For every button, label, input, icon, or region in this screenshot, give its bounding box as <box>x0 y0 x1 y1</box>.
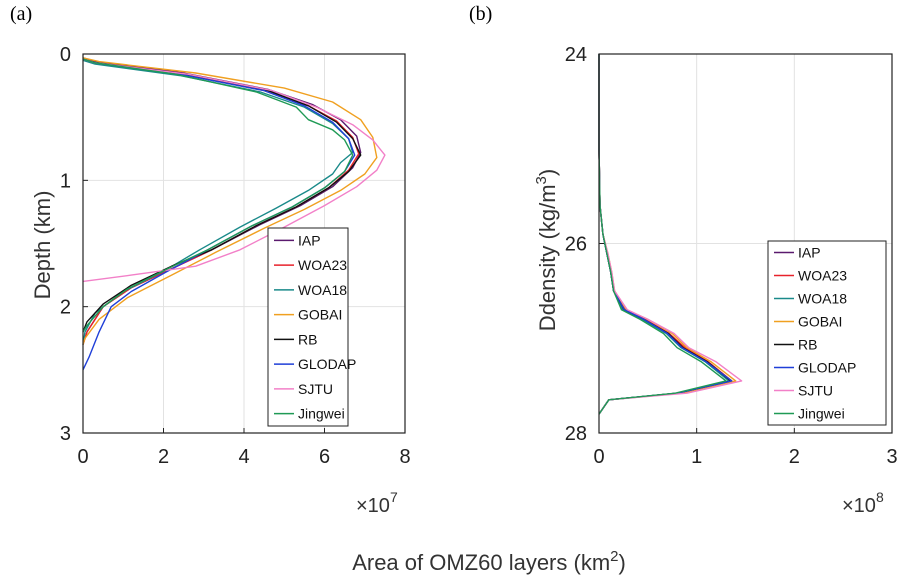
panel-a-label: (a) <box>10 3 32 25</box>
panel-b-label: (b) <box>469 3 492 25</box>
panel-a-ticks: 0 2 4 6 8 0 1 2 3 <box>60 44 411 468</box>
y-tick-label: 0 <box>60 44 71 66</box>
x-tick-label: 8 <box>399 446 410 468</box>
y-tick-label: 1 <box>60 170 71 192</box>
panel-a-x-multiplier: ×107 <box>356 489 398 517</box>
x-tick-label: 2 <box>789 446 800 468</box>
panel-b-x-multiplier: ×108 <box>842 489 884 517</box>
legend-label: WOA18 <box>798 291 847 307</box>
legend-box <box>767 240 887 426</box>
legend-label: GLODAP <box>798 360 856 376</box>
legend-label: GOBAI <box>798 314 842 330</box>
panel-a-grid <box>82 53 406 434</box>
legend-box <box>267 227 349 427</box>
panel-b-series <box>598 54 743 415</box>
legend-label: RB <box>798 337 817 353</box>
x-tick-label: 0 <box>593 446 604 468</box>
series-line-rb <box>598 54 732 415</box>
panel-a: (a) 0 2 4 6 8 0 1 2 3 Depth (km) ×107 IAP WOA23 WO… <box>10 3 411 517</box>
legend-label: Jingwei <box>798 406 845 422</box>
panel-b-legend: IAP WOA23 WOA18 GOBAI RB GLODAP SJTU Jingwei <box>767 240 887 426</box>
panel-a-ylabel: Depth (km) <box>30 191 55 300</box>
series-line-rb <box>82 58 362 333</box>
x-tick-label: 6 <box>319 446 330 468</box>
series-line-sjtu <box>598 54 743 415</box>
y-tick-label: 2 <box>60 297 71 319</box>
legend-label: GOBAI <box>298 307 342 323</box>
panel-b-ticks: 0 1 2 3 24 26 28 <box>565 44 898 468</box>
legend-label: IAP <box>298 232 321 248</box>
legend-label: GLODAP <box>298 356 356 372</box>
legend-label: WOA18 <box>298 282 347 298</box>
series-line-sjtu <box>82 58 386 283</box>
legend-label: WOA23 <box>298 257 347 273</box>
panel-b: (b) 0 1 2 3 24 26 28 Ddensity (kg/m3) ×108 IAP… <box>469 3 898 517</box>
y-tick-label: 26 <box>565 234 587 256</box>
legend-label: SJTU <box>798 383 833 399</box>
series-line-gobai <box>598 54 737 415</box>
legend-label: IAP <box>798 245 821 261</box>
series-line-gobai <box>82 57 378 345</box>
series-line-jingwei <box>82 58 354 333</box>
shared-x-axis-label: Area of OMZ60 layers (km2) <box>352 548 626 575</box>
x-tick-label: 4 <box>238 446 249 468</box>
y-tick-label: 3 <box>60 423 71 445</box>
legend-label: Jingwei <box>298 406 345 422</box>
panel-a-legend: IAP WOA23 WOA18 GOBAI RB GLODAP SJTU Jingwei <box>267 227 356 427</box>
y-tick-label: 24 <box>565 44 587 66</box>
x-tick-label: 2 <box>158 446 169 468</box>
legend-label: SJTU <box>298 381 333 397</box>
y-tick-label: 28 <box>565 423 587 445</box>
x-tick-label: 3 <box>886 446 897 468</box>
panel-a-series <box>82 57 386 371</box>
x-tick-label: 0 <box>77 446 88 468</box>
legend-label: WOA23 <box>798 268 847 284</box>
series-line-iap <box>598 54 732 415</box>
legend-label: RB <box>298 331 317 347</box>
series-line-jingwei <box>598 54 727 415</box>
x-tick-label: 1 <box>691 446 702 468</box>
panel-b-ylabel: Ddensity (kg/m3) <box>533 169 560 331</box>
